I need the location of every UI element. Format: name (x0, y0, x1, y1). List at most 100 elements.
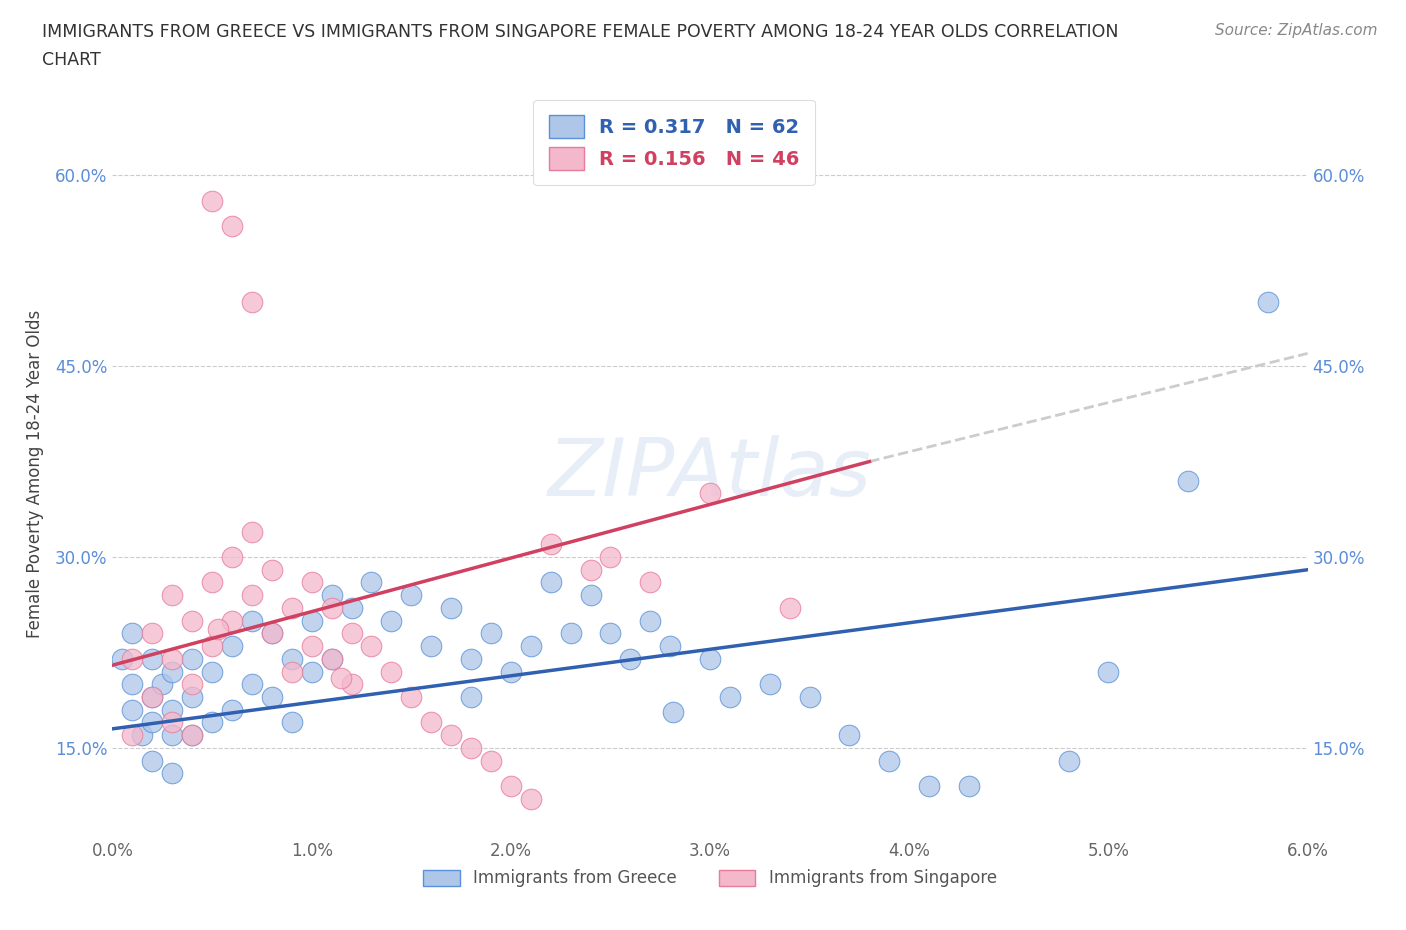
Point (201, 664, 224, 679)
Point (150, 677, 173, 692)
Point (301, 639, 323, 654)
Point (181, 728, 204, 743)
Point (957, 778, 980, 793)
Point (540, 537, 562, 551)
Point (162, 728, 183, 743)
Text: Source: ZipAtlas.com: Source: ZipAtlas.com (1215, 23, 1378, 38)
Point (121, 677, 143, 692)
Point (599, 626, 621, 641)
Point (380, 664, 402, 679)
Point (301, 575, 323, 590)
Point (260, 563, 283, 578)
Point (221, 702, 243, 717)
Point (162, 588, 183, 603)
Point (699, 486, 721, 501)
Point (662, 704, 685, 719)
Point (460, 689, 482, 704)
Point (401, 588, 423, 603)
Point (640, 575, 662, 590)
Point (281, 601, 304, 616)
Point (1257, 295, 1279, 310)
Point (240, 613, 263, 628)
Point (181, 613, 204, 628)
Point (779, 601, 801, 616)
Legend: Immigrants from Greece, Immigrants from Singapore: Immigrants from Greece, Immigrants from … (416, 863, 1004, 894)
Point (1057, 753, 1080, 768)
Point (281, 651, 304, 666)
Point (121, 651, 143, 666)
Point (1177, 473, 1199, 488)
Point (579, 588, 602, 603)
Point (141, 753, 163, 768)
Point (111, 651, 134, 666)
Point (301, 613, 323, 628)
Point (121, 626, 143, 641)
Point (121, 702, 143, 717)
Point (340, 626, 363, 641)
Point (619, 651, 641, 666)
Point (560, 626, 582, 641)
Point (440, 728, 463, 743)
Point (162, 766, 183, 781)
Point (141, 651, 163, 666)
Point (499, 778, 522, 793)
Point (260, 689, 283, 704)
Point (360, 639, 382, 654)
Point (699, 651, 721, 666)
Point (162, 715, 183, 730)
Point (579, 563, 602, 578)
Point (330, 671, 353, 685)
Point (380, 613, 402, 628)
Point (260, 626, 283, 641)
Point (460, 651, 482, 666)
Point (520, 639, 543, 654)
Point (1097, 664, 1119, 679)
Point (121, 728, 143, 743)
Point (877, 753, 901, 768)
Point (162, 664, 183, 679)
Point (599, 550, 621, 565)
Point (520, 791, 543, 806)
Point (201, 575, 224, 590)
Point (321, 588, 343, 603)
Point (162, 702, 183, 717)
Point (281, 664, 304, 679)
Point (918, 778, 941, 793)
Point (479, 753, 502, 768)
Point (340, 601, 363, 616)
Point (201, 639, 224, 654)
Point (838, 728, 860, 743)
Point (281, 715, 304, 730)
Point (799, 689, 821, 704)
Point (759, 677, 782, 692)
Point (440, 601, 463, 616)
Point (141, 715, 163, 730)
Point (201, 193, 224, 208)
Point (301, 664, 323, 679)
Point (221, 639, 243, 654)
Point (479, 626, 502, 641)
Point (221, 613, 243, 628)
Point (240, 295, 263, 310)
Point (640, 613, 662, 628)
Point (221, 219, 243, 233)
Point (181, 677, 204, 692)
Point (659, 639, 682, 654)
Point (420, 715, 443, 730)
Point (360, 575, 382, 590)
Point (540, 575, 562, 590)
Point (321, 651, 343, 666)
Point (207, 621, 229, 636)
Text: ZIPAtlas: ZIPAtlas (548, 435, 872, 513)
Point (240, 525, 263, 539)
Point (499, 664, 522, 679)
Point (141, 626, 163, 641)
Point (240, 588, 263, 603)
Point (321, 651, 343, 666)
Point (221, 550, 243, 565)
Point (401, 689, 423, 704)
Point (718, 689, 741, 704)
Point (131, 728, 153, 743)
Text: CHART: CHART (42, 51, 101, 69)
Text: IMMIGRANTS FROM GREECE VS IMMIGRANTS FROM SINGAPORE FEMALE POVERTY AMONG 18-24 Y: IMMIGRANTS FROM GREECE VS IMMIGRANTS FRO… (42, 23, 1119, 41)
